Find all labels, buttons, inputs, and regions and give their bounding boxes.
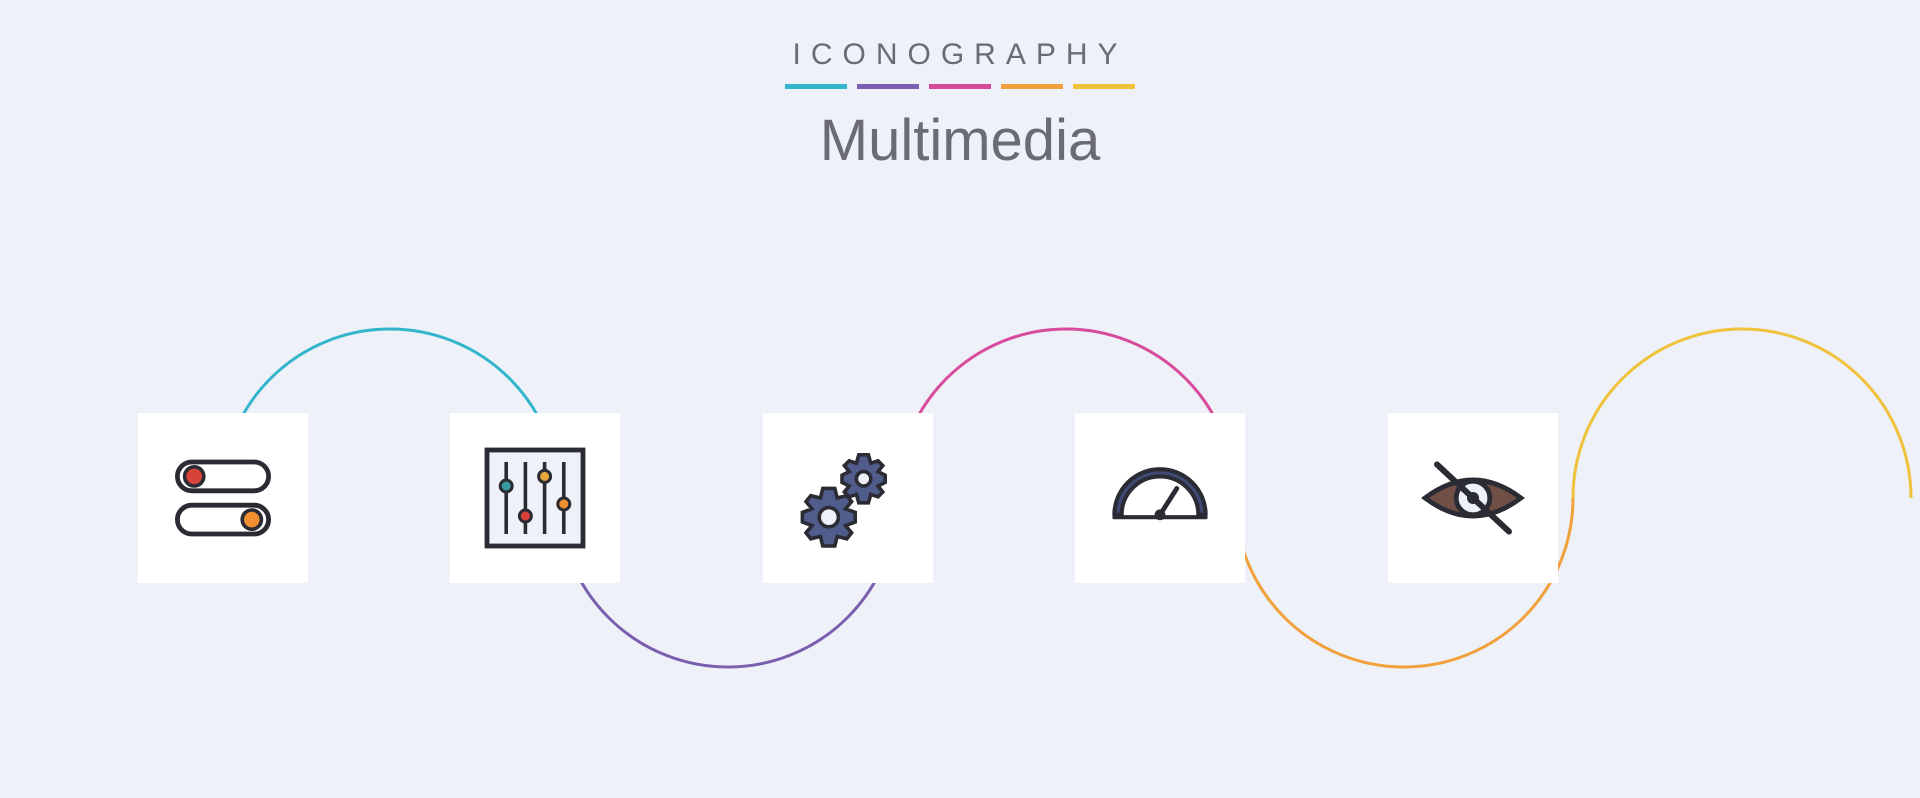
stripe-5 <box>1073 84 1135 89</box>
equalizer-icon <box>475 438 595 558</box>
stripe-2 <box>857 84 919 89</box>
icon-tile-gauge <box>1075 413 1245 583</box>
toggles-icon <box>163 438 283 558</box>
page-title: Multimedia <box>0 107 1920 174</box>
icon-tile-toggles <box>138 413 308 583</box>
eye-hidden-icon <box>1413 438 1533 558</box>
icon-tile-equalizer <box>450 413 620 583</box>
icon-tile-gears <box>763 413 933 583</box>
stripe-1 <box>785 84 847 89</box>
brand-text: ICONOGRAPHY <box>0 38 1920 72</box>
gauge-icon <box>1100 438 1220 558</box>
stripe-3 <box>929 84 991 89</box>
stripe-4 <box>1001 84 1063 89</box>
icon-tile-eye-hidden <box>1388 413 1558 583</box>
brand-stripes <box>0 84 1920 89</box>
gears-icon <box>788 438 908 558</box>
header: ICONOGRAPHY Multimedia <box>0 0 1920 174</box>
